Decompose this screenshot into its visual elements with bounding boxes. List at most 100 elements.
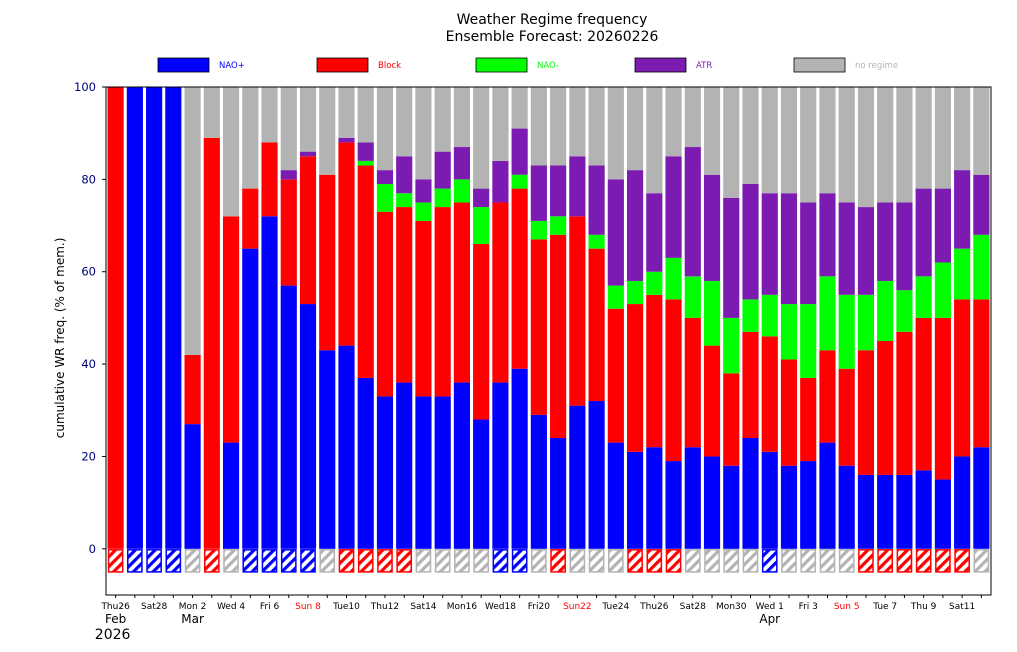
- bar-segment: [915, 87, 932, 189]
- legend-label: Block: [378, 61, 401, 71]
- bar-segment: [877, 280, 894, 341]
- bar-segment: [934, 87, 951, 189]
- dominant-regime-box: [684, 549, 701, 573]
- bar-segment: [665, 257, 682, 300]
- bar-segment: [242, 248, 259, 549]
- bar-segment: [896, 290, 913, 332]
- bar-segment: [838, 202, 855, 295]
- y-tick-label: 80: [81, 172, 96, 186]
- month-label: Feb: [105, 612, 126, 626]
- x-tick-label: Sat11: [949, 602, 975, 612]
- bar-segment: [703, 174, 721, 281]
- bar-segment: [434, 151, 451, 189]
- bar-segment: [338, 345, 355, 549]
- y-tick-label: 100: [74, 80, 96, 94]
- x-tick-label: Tue24: [601, 602, 629, 612]
- y-tick-label: 40: [81, 357, 96, 371]
- bar-segment: [819, 442, 836, 549]
- bar-segment: [838, 294, 855, 369]
- bar-segment: [954, 456, 971, 549]
- bar-segment: [684, 317, 701, 448]
- bar-segment: [492, 202, 509, 383]
- bar-segment: [280, 179, 297, 286]
- bar-segment: [838, 465, 855, 549]
- bar-segment: [338, 142, 355, 346]
- legend-label: ATR: [696, 61, 712, 71]
- bar-segment: [607, 285, 624, 309]
- dominant-regime-box: [915, 549, 932, 573]
- bar-segment: [819, 193, 836, 277]
- bar-segment: [703, 345, 721, 457]
- bar-segment: [376, 170, 394, 184]
- bar-segment: [973, 447, 990, 549]
- dominant-regime-strip: [107, 549, 990, 573]
- month-label: Apr: [759, 612, 780, 626]
- bars-group: [107, 87, 990, 549]
- bar-segment: [319, 350, 336, 549]
- bar-segment: [723, 87, 740, 198]
- bar-segment: [646, 87, 663, 194]
- dominant-regime-box: [608, 549, 624, 573]
- dominant-regime-box: [146, 549, 162, 573]
- y-axis-label: cumulative WR freq. (% of mem.): [53, 238, 67, 439]
- bar-segment: [800, 87, 817, 203]
- x-tick-label: Wed18: [485, 602, 516, 612]
- bar-segment: [473, 244, 490, 420]
- bar-segment: [954, 170, 971, 249]
- bar-segment: [588, 248, 605, 402]
- bar-segment: [896, 474, 913, 549]
- bar-segment: [550, 165, 567, 217]
- bar-segment: [338, 87, 355, 138]
- bar-segment: [550, 216, 567, 235]
- bar-segment: [934, 262, 951, 318]
- bar-segment: [511, 87, 528, 129]
- bar-segment: [723, 465, 740, 549]
- bar-segment: [376, 87, 394, 171]
- bar-segment: [126, 87, 143, 549]
- bar-segment: [396, 207, 413, 383]
- x-tick-label: Mon16: [447, 602, 478, 612]
- bar-segment: [511, 188, 528, 369]
- dominant-regime-box: [492, 549, 509, 573]
- bar-segment: [203, 137, 220, 549]
- bar-segment: [954, 299, 971, 457]
- x-tick-label: Sun22: [563, 602, 592, 612]
- bar-segment: [299, 151, 317, 157]
- bar-segment: [492, 87, 509, 161]
- dominant-regime-box: [280, 549, 297, 573]
- dominant-regime-box: [954, 549, 970, 573]
- bar-segment: [357, 160, 374, 166]
- bar-segment: [877, 474, 894, 549]
- bar-segment: [877, 341, 894, 475]
- dominant-regime-box: [357, 549, 374, 573]
- bar-segment: [646, 447, 663, 549]
- x-tick-label: Thu26: [100, 602, 130, 612]
- bar-segment: [319, 87, 336, 175]
- dominant-regime-box: [550, 549, 566, 573]
- dominant-regime-box: [800, 549, 817, 573]
- bar-segment: [184, 424, 201, 549]
- legend-swatch: [634, 57, 687, 73]
- bar-segment: [415, 179, 432, 203]
- bar-segment: [761, 87, 778, 194]
- bar-segment: [934, 317, 951, 480]
- bar-segment: [453, 147, 471, 180]
- dominant-regime-box: [935, 549, 951, 573]
- chart-legend: NAO+ Block NAO- ATR no regime: [157, 57, 898, 73]
- dominant-regime-box: [723, 549, 740, 573]
- y-tick-label: 0: [89, 542, 96, 556]
- bar-segment: [511, 368, 528, 549]
- bar-segment: [742, 437, 759, 549]
- bar-segment: [723, 197, 740, 318]
- bar-segment: [280, 285, 297, 549]
- bar-segment: [626, 170, 644, 281]
- dominant-regime-box: [127, 549, 143, 573]
- bar-segment: [780, 304, 798, 360]
- bar-segment: [396, 382, 413, 549]
- bar-segment: [396, 193, 413, 208]
- legend-label: NAO-: [537, 61, 559, 71]
- bar-segment: [626, 304, 644, 452]
- bar-segment: [165, 87, 182, 549]
- bar-segment: [915, 276, 932, 318]
